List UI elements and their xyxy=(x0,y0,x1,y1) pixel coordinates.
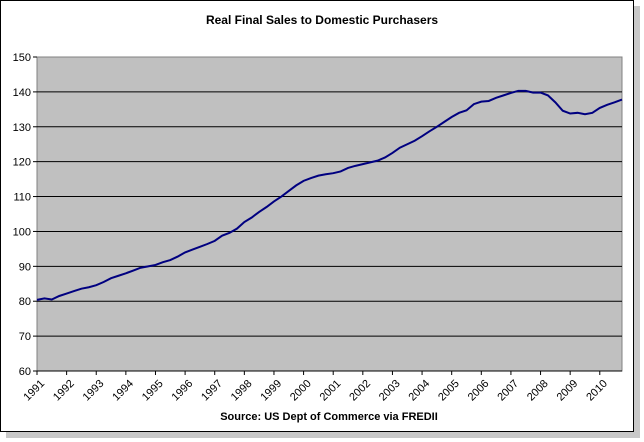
x-tick-label: 1992 xyxy=(51,378,77,404)
x-tick-label: 2008 xyxy=(525,378,551,404)
y-tick-label: 150 xyxy=(13,52,31,64)
grid-lines xyxy=(37,91,622,337)
chart-title: Real Final Sales to Domestic Purchasers xyxy=(206,13,438,27)
x-tick-label: 2002 xyxy=(347,378,373,404)
x-axis: 1991 1992 1993 1994 1995 1996 1997 1998 1999 2000… xyxy=(21,370,622,404)
x-tick-label: 2001 xyxy=(318,378,344,404)
x-tick-label: 1996 xyxy=(170,378,196,404)
x-tick-label: 1998 xyxy=(229,378,255,404)
x-tick-label: 1999 xyxy=(258,378,284,404)
x-tick-label: 2003 xyxy=(377,378,403,404)
y-tick-label: 130 xyxy=(13,122,31,134)
y-tick-label: 140 xyxy=(13,87,31,99)
y-axis: 60 70 80 90 100 110 120 130 140 150 xyxy=(13,52,37,378)
x-tick-label: 1997 xyxy=(199,378,225,404)
x-tick-label: 1991 xyxy=(21,378,47,404)
y-tick-label: 110 xyxy=(13,192,31,204)
x-tick-label: 2000 xyxy=(288,378,314,404)
chart-source: Source: US Dept of Commerce via FREDII xyxy=(220,411,438,423)
series-line xyxy=(36,89,623,301)
x-tick-label: 2010 xyxy=(584,378,610,404)
frame-shadow-right xyxy=(634,6,640,438)
y-tick-label: 60 xyxy=(19,366,31,378)
x-tick-label: 1994 xyxy=(110,378,136,404)
x-tick-label: 2006 xyxy=(466,378,492,404)
x-tick-label: 1993 xyxy=(81,378,107,404)
x-tick-label: 2009 xyxy=(555,378,581,404)
x-tick-label: 2005 xyxy=(436,378,462,404)
y-tick-label: 80 xyxy=(19,296,31,308)
y-tick-label: 90 xyxy=(19,261,31,273)
y-tick-label: 100 xyxy=(13,226,31,238)
frame-shadow-bottom xyxy=(6,432,640,438)
y-tick-label: 120 xyxy=(13,157,31,169)
x-tick-label: 2007 xyxy=(495,378,521,404)
y-tick-label: 70 xyxy=(19,331,31,343)
plot-area xyxy=(36,56,623,372)
x-tick-label: 2004 xyxy=(406,378,432,404)
x-tick-label: 1995 xyxy=(140,378,166,404)
